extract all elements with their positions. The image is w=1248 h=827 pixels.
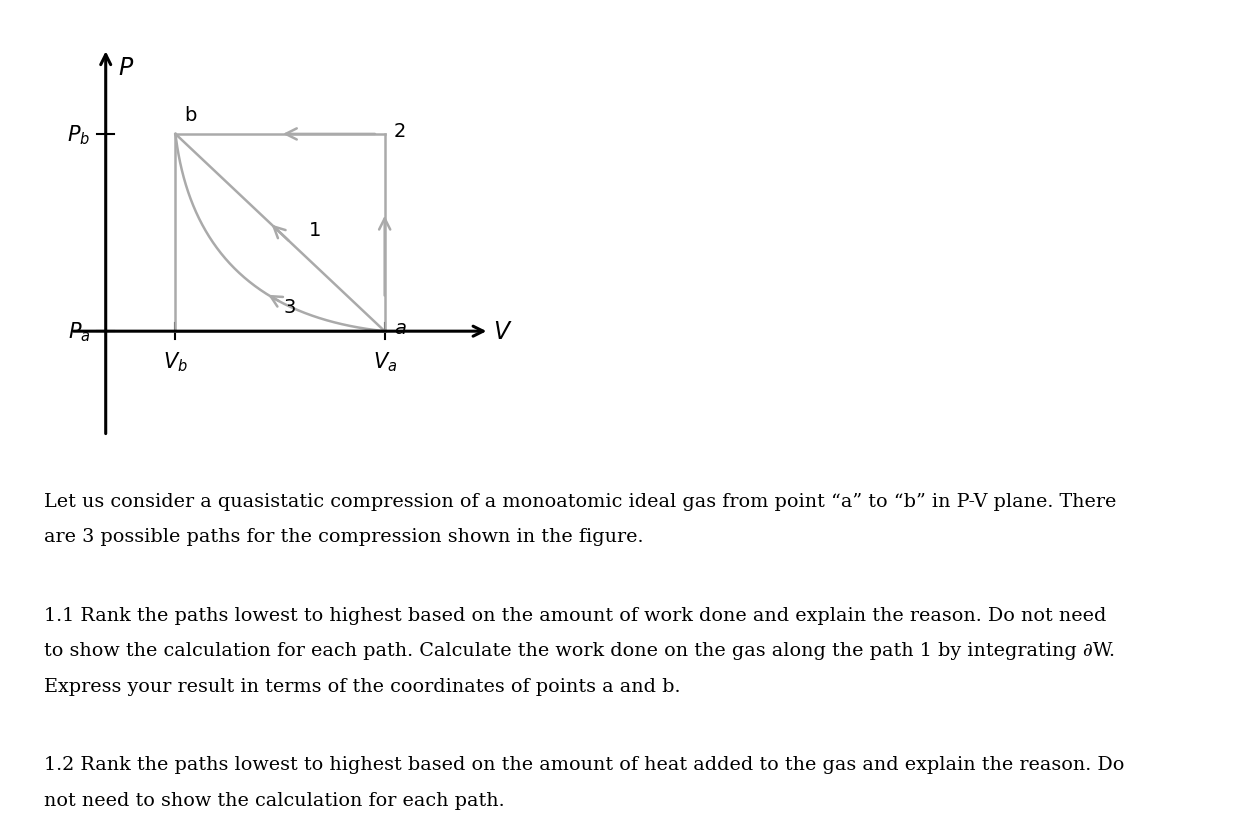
Text: 1: 1	[308, 221, 321, 240]
Text: $V_b$: $V_b$	[163, 350, 188, 374]
Text: 1.2 Rank the paths lowest to highest based on the amount of heat added to the ga: 1.2 Rank the paths lowest to highest bas…	[44, 755, 1124, 773]
Text: are 3 possible paths for the compression shown in the figure.: are 3 possible paths for the compression…	[44, 528, 643, 546]
Text: b: b	[183, 106, 196, 125]
Text: $P$: $P$	[119, 56, 135, 80]
Text: $P_b$: $P_b$	[67, 123, 90, 146]
Text: 3: 3	[283, 298, 296, 316]
Text: 2: 2	[394, 122, 406, 141]
Text: a: a	[394, 319, 406, 338]
Text: to show the calculation for each path. Calculate the work done on the gas along : to show the calculation for each path. C…	[44, 642, 1114, 659]
Text: $V$: $V$	[493, 320, 513, 344]
Text: not need to show the calculation for each path.: not need to show the calculation for eac…	[44, 791, 504, 809]
Text: 1.1 Rank the paths lowest to highest based on the amount of work done and explai: 1.1 Rank the paths lowest to highest bas…	[44, 606, 1106, 624]
Text: $V_a$: $V_a$	[373, 350, 397, 374]
Text: Let us consider a quasistatic compression of a monoatomic ideal gas from point “: Let us consider a quasistatic compressio…	[44, 492, 1116, 510]
Text: Express your result in terms of the coordinates of points a and b.: Express your result in terms of the coor…	[44, 677, 680, 695]
Text: $P_a$: $P_a$	[67, 320, 90, 343]
